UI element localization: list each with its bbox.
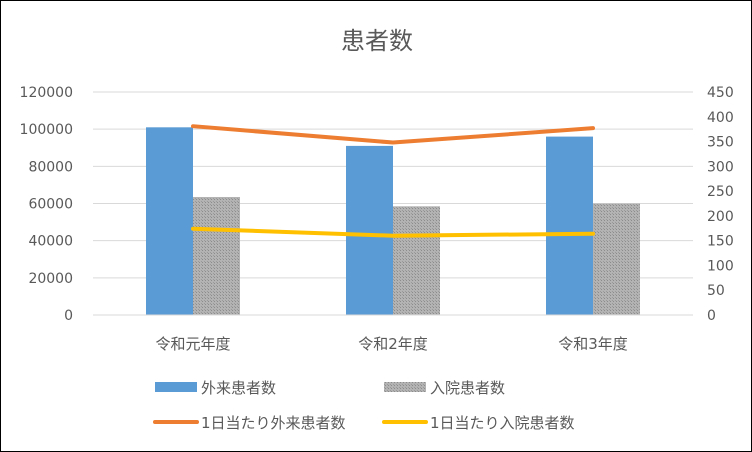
y-right-tick-label: 50 (707, 283, 725, 299)
y-left-tick-label: 120000 (20, 85, 73, 101)
y-left-tick-label: 80000 (28, 159, 73, 175)
legend-label: 外来患者数 (201, 379, 276, 397)
bar (546, 136, 593, 315)
y-right-tick-label: 150 (707, 234, 734, 250)
series-line (191, 124, 595, 145)
bar (593, 203, 640, 315)
legend-swatch (384, 382, 426, 392)
y-left-tick-label: 20000 (28, 271, 73, 287)
axes: 0 20000 40000 60000 80000 100000 120000 0 50 100 1… (20, 85, 734, 353)
bar (346, 145, 393, 315)
y-right-tick-label: 300 (707, 159, 734, 175)
y-left-tick-label: 100000 (20, 122, 73, 138)
legend-label: 入院患者数 (430, 379, 505, 397)
bars (146, 127, 640, 315)
bar (393, 206, 440, 315)
legend-label: 1日当たり入院患者数 (430, 414, 575, 432)
x-tick-label: 令和元年度 (155, 335, 230, 353)
lines (191, 124, 595, 238)
legend: 外来患者数 入院患者数 1日当たり外来患者数 1日当たり入院患者数 (153, 379, 575, 432)
y-right-tick-label: 400 (707, 110, 734, 126)
y-right-tick-label: 200 (707, 209, 734, 225)
x-tick-label: 令和3年度 (558, 335, 628, 353)
y-right-tick-label: 0 (707, 308, 716, 324)
bar (193, 196, 240, 315)
y-right-tick-label: 250 (707, 184, 734, 200)
legend-label: 1日当たり外来患者数 (201, 414, 346, 432)
series-line (191, 226, 595, 238)
bar (146, 127, 193, 315)
y-left-tick-label: 40000 (28, 234, 73, 250)
y-left-tick-label: 0 (64, 308, 73, 324)
y-right-tick-label: 350 (707, 135, 734, 151)
y-right-tick-label: 450 (707, 85, 734, 101)
y-right-tick-label: 100 (707, 258, 734, 274)
chart-title: 患者数 (341, 27, 413, 55)
x-tick-label: 令和2年度 (358, 335, 428, 353)
legend-swatch (155, 382, 197, 392)
y-left-tick-label: 60000 (28, 197, 73, 213)
